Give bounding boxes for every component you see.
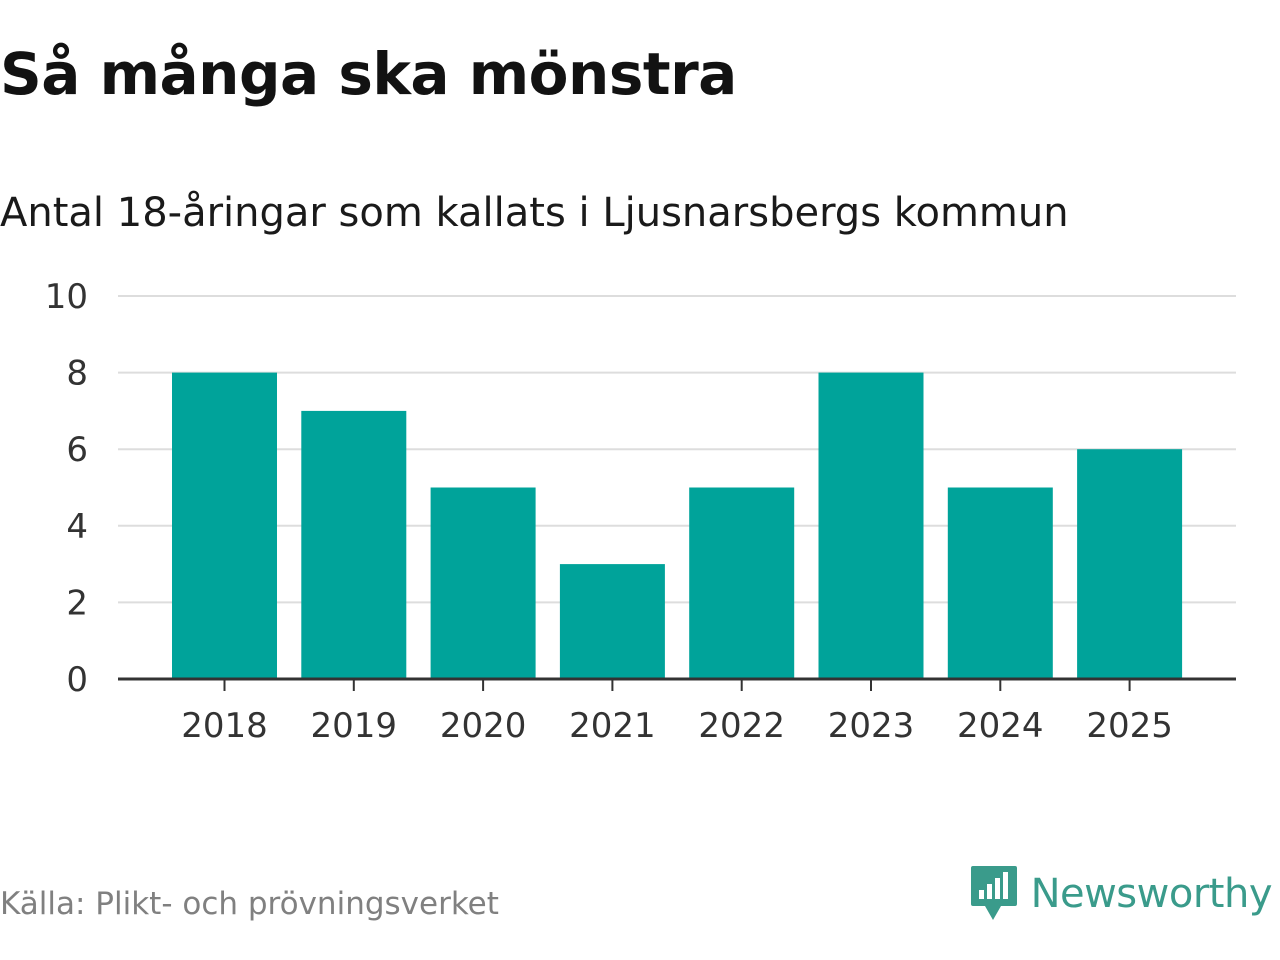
chart-subtitle: Antal 18-åringar som kallats i Ljusnarsb… <box>0 190 1069 236</box>
x-tick-label: 2018 <box>181 706 268 746</box>
x-tick-label: 2024 <box>957 706 1044 746</box>
bar-2018 <box>172 372 277 679</box>
y-tick-label: 0 <box>66 660 88 700</box>
bar-chart-speech-bubble-icon <box>970 866 1017 920</box>
bar-2022 <box>689 487 795 679</box>
y-tick-label: 2 <box>66 583 88 623</box>
y-axis-tick-labels: 0 2 4 6 8 10 <box>45 277 88 700</box>
x-tick-label: 2020 <box>440 706 527 746</box>
x-tick-label: 2021 <box>569 706 656 746</box>
chart-title: Så många ska mönstra <box>0 40 737 108</box>
y-tick-label: 10 <box>45 277 88 317</box>
x-tick-label: 2022 <box>698 706 785 746</box>
bar-chart: 0 2 4 6 8 10 2018 2019 2020 2021 2022 2023 2024 2025 <box>45 277 1236 746</box>
x-tick-label: 2019 <box>311 706 398 746</box>
bar-2023 <box>818 372 924 679</box>
x-tick-label: 2025 <box>1086 706 1173 746</box>
bar-2021 <box>559 564 665 679</box>
x-axis-tick-labels: 2018 2019 2020 2021 2022 2023 2024 2025 <box>181 706 1173 746</box>
newsworthy-logo: Newsworthy <box>969 864 1273 924</box>
bar-2024 <box>947 487 1053 679</box>
grid-lines <box>118 295 1236 604</box>
bars <box>172 372 1183 679</box>
y-tick-label: 6 <box>66 430 88 470</box>
bar-2025 <box>1077 449 1183 679</box>
bar-2020 <box>430 487 536 679</box>
y-tick-label: 4 <box>66 507 88 547</box>
y-tick-label: 8 <box>66 354 88 394</box>
brand-name: Newsworthy <box>1030 871 1273 917</box>
x-tick-label: 2023 <box>828 706 915 746</box>
source-note: Källa: Plikt- och prövningsverket <box>0 886 499 922</box>
x-axis <box>118 677 1236 691</box>
bar-2019 <box>301 410 407 679</box>
